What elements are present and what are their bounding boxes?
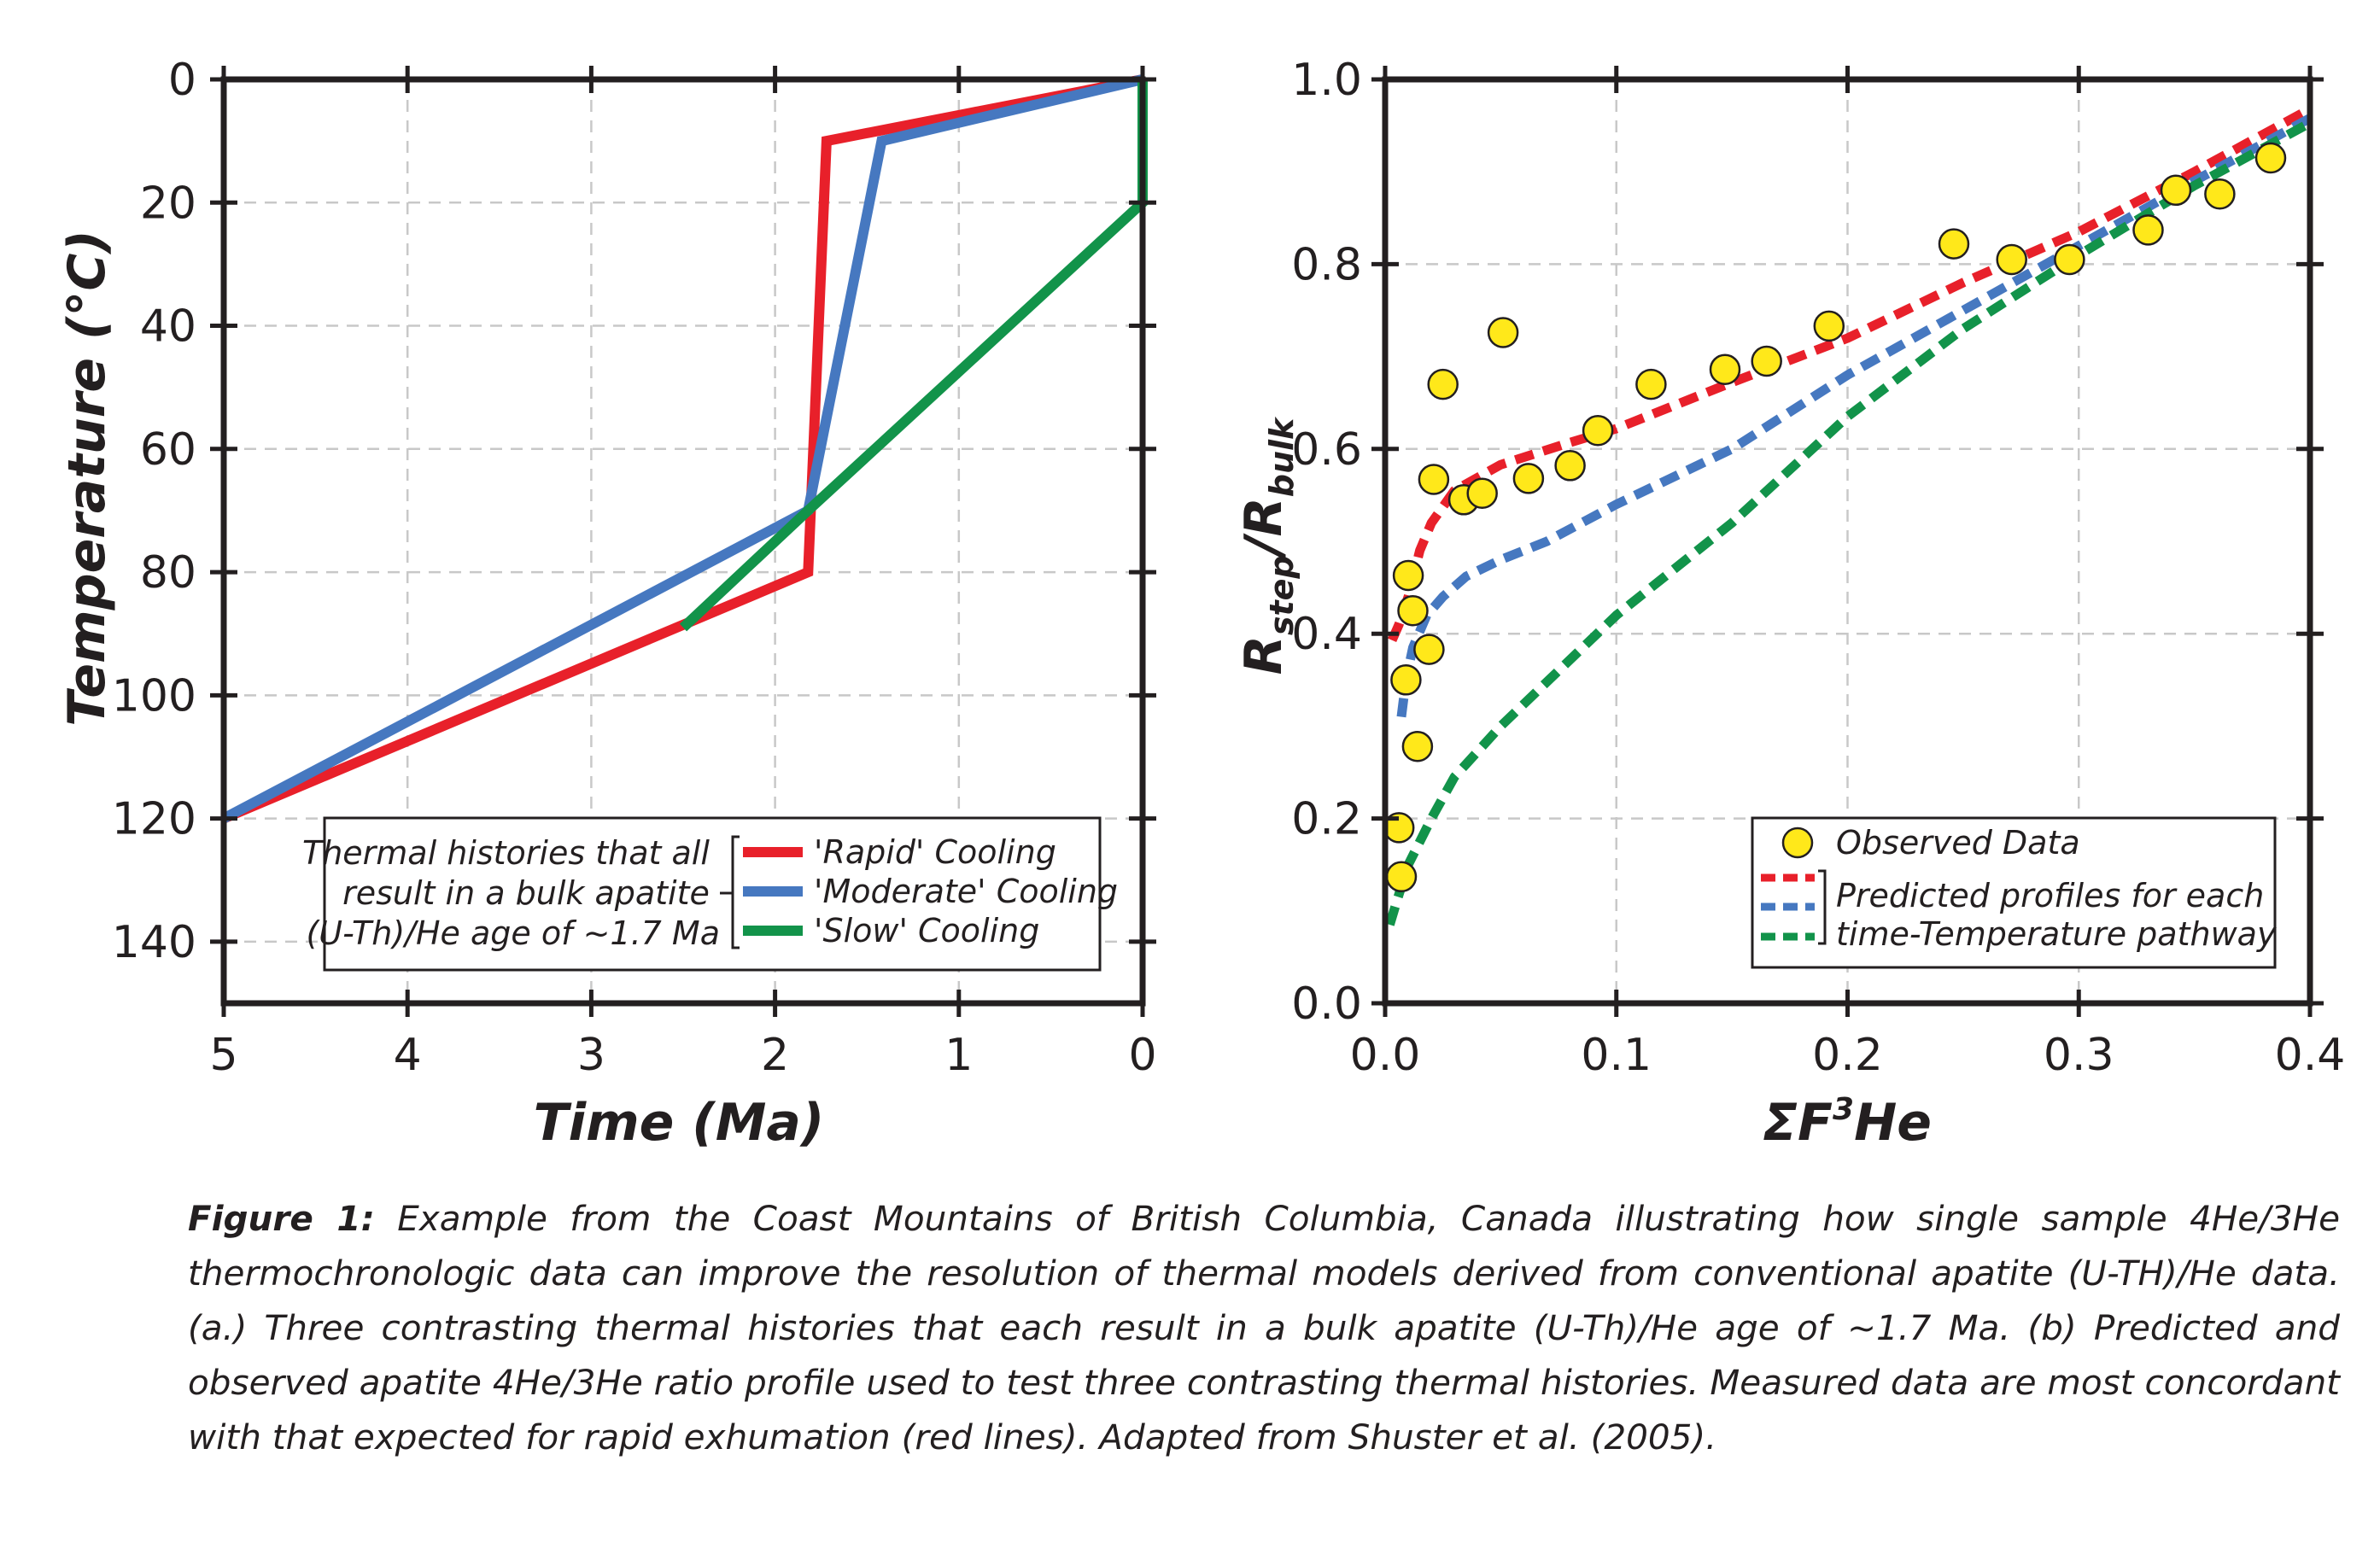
figure-caption: Figure 1: Example from the Coast Mountai… [188,1191,2340,1464]
y-tick-label: 20 [140,178,196,229]
y-tick-label: 1.0 [1291,55,1362,106]
y-tick-label: 0.0 [1291,978,1362,1030]
legend-marker-observed [1781,827,1814,859]
y-tick-label: 100 [112,670,196,721]
x-tick-label: 0 [1128,1030,1156,1081]
observed-data-point [1996,243,2027,276]
y-tick-label: 140 [112,917,196,968]
y-tick-label: 0.2 [1291,794,1362,845]
panel-a-legend: Thermal histories that all result in a b… [302,816,1118,972]
series-line-moderate [221,74,1144,823]
legend-label-rapid: 'Rapid' Cooling [814,833,1056,871]
panel-a-frame [220,76,1146,1007]
legend-predicted-line-2: time-Temperature pathway [1836,915,2277,953]
panel-b-x-axis-title: ΣF3He [1763,1092,1932,1153]
legend-label-observed: Observed Data [1836,824,2080,862]
caption-text: Example from the Coast Mountains of Brit… [188,1198,2340,1457]
observed-data-point [1392,559,1424,592]
legend-predicted-line-1: Predicted profiles for each [1836,877,2264,914]
y-tick-label: 0.8 [1291,239,1362,290]
x-tick-label: 0.0 [1350,1030,1421,1081]
x-tick-label: 0.3 [2044,1030,2114,1081]
observed-data-point [2204,178,2236,210]
panel-b-ticks [1371,66,2324,1017]
panel-b-legend-box [1751,816,2277,969]
predicted-line-moderate [1396,114,2313,718]
panel-a-thermal-histories: 5 4 3 2 1 0 0 20 40 60 80 100 120 140 Time (Ma) Temp… [57,55,1157,1153]
panel-a-legend-note: Thermal histories that all result in a b… [302,834,720,952]
observed-data-point [1401,730,1434,762]
y-tick-label: 80 [140,547,196,599]
observed-data-point [1635,368,1667,400]
x-tick-label: 3 [577,1030,605,1081]
legend-note-line-1: Thermal histories that all [302,834,710,872]
observed-data-point [1751,345,1782,377]
observed-data-point [1418,464,1450,495]
x-tick-label: 4 [394,1030,422,1081]
x-tick-label: 0.4 [2275,1030,2346,1081]
panel-a-legend-box [323,816,1102,972]
panel-a-x-axis-title: Time (Ma) [534,1093,825,1153]
observed-data-point [1487,317,1519,348]
y-tick-label: 0 [168,55,196,106]
caption-label: Figure 1: [188,1198,375,1239]
legend-note-line-2: result in a bulk apatite [342,874,710,912]
x-tick-label: 0.1 [1581,1030,1652,1081]
panel-b-y-axis-title: Rstep/Rbulk [1234,416,1301,675]
observed-data-point [1512,463,1545,494]
x-title-superscript: 3 [1833,1092,1854,1127]
observed-data-point [1397,594,1429,627]
panel-a-y-axis-title: Temperature (°C) [57,230,117,727]
panel-a-ticks [210,66,1156,1017]
observed-data-point [2160,174,2192,207]
y-tick-label: 0.4 [1291,609,1362,660]
observed-data-point [2132,214,2164,246]
panel-b-observed-points [1383,142,2287,893]
panel-b-y-tick-labels: 0.0 0.2 0.4 0.6 0.8 1.0 [1291,55,1362,1030]
legend-label-moderate: 'Moderate' Cooling [814,873,1118,910]
predicted-line-slow [1385,119,2313,926]
panel-b-ratio-profiles: 0.0 0.1 0.2 0.3 0.4 0.0 0.2 0.4 0.6 0.8 1.0 ΣF3He… [1234,55,2345,1153]
series-line-rapid [221,74,1144,824]
observed-data-point [1582,414,1614,447]
y-tick-label: 120 [112,794,196,845]
observed-data-point [1385,861,1418,893]
legend-label-slow: 'Slow' Cooling [814,912,1039,949]
observed-data-point [2054,243,2085,276]
x-title-he: He [1854,1093,1932,1153]
y-title-sub-bulk: bulk [1263,416,1301,497]
x-tick-label: 5 [209,1030,237,1081]
legend-note-line-3: (U-Th)/He age of ~1.7 Ma [306,914,720,952]
y-tick-label: 60 [140,424,196,476]
y-tick-label: 0.6 [1291,424,1362,476]
observed-data-point [1938,228,1970,260]
panel-b-legend-bracket [1818,869,1827,945]
observed-data-point [2254,142,2287,174]
observed-data-point [1413,634,1445,665]
observed-data-point [1427,368,1459,400]
panel-b-x-tick-labels: 0.0 0.1 0.2 0.3 0.4 [1350,1030,2346,1081]
y-tick-label: 40 [140,301,196,353]
x-tick-label: 1 [944,1030,973,1081]
panel-b-series [1385,104,2313,926]
panel-b-legend: Observed Data Predicted profiles for eac… [1751,816,2277,969]
observed-data-point [1554,450,1586,482]
observed-data-point [1466,477,1498,509]
legend-label-predicted: Predicted profiles for each time-Tempera… [1836,877,2277,953]
panel-a-y-tick-labels: 0 20 40 60 80 100 120 140 [112,55,196,968]
observed-data-point [1709,353,1741,385]
x-tick-label: 2 [761,1030,789,1081]
x-tick-label: 0.2 [1812,1030,1883,1081]
observed-data-point [1813,310,1845,342]
panel-a-x-tick-labels: 5 4 3 2 1 0 [209,1030,1156,1081]
y-title-slash-r: /R [1234,497,1294,560]
observed-data-point [1390,664,1422,696]
y-title-sub-step: step [1263,555,1301,635]
